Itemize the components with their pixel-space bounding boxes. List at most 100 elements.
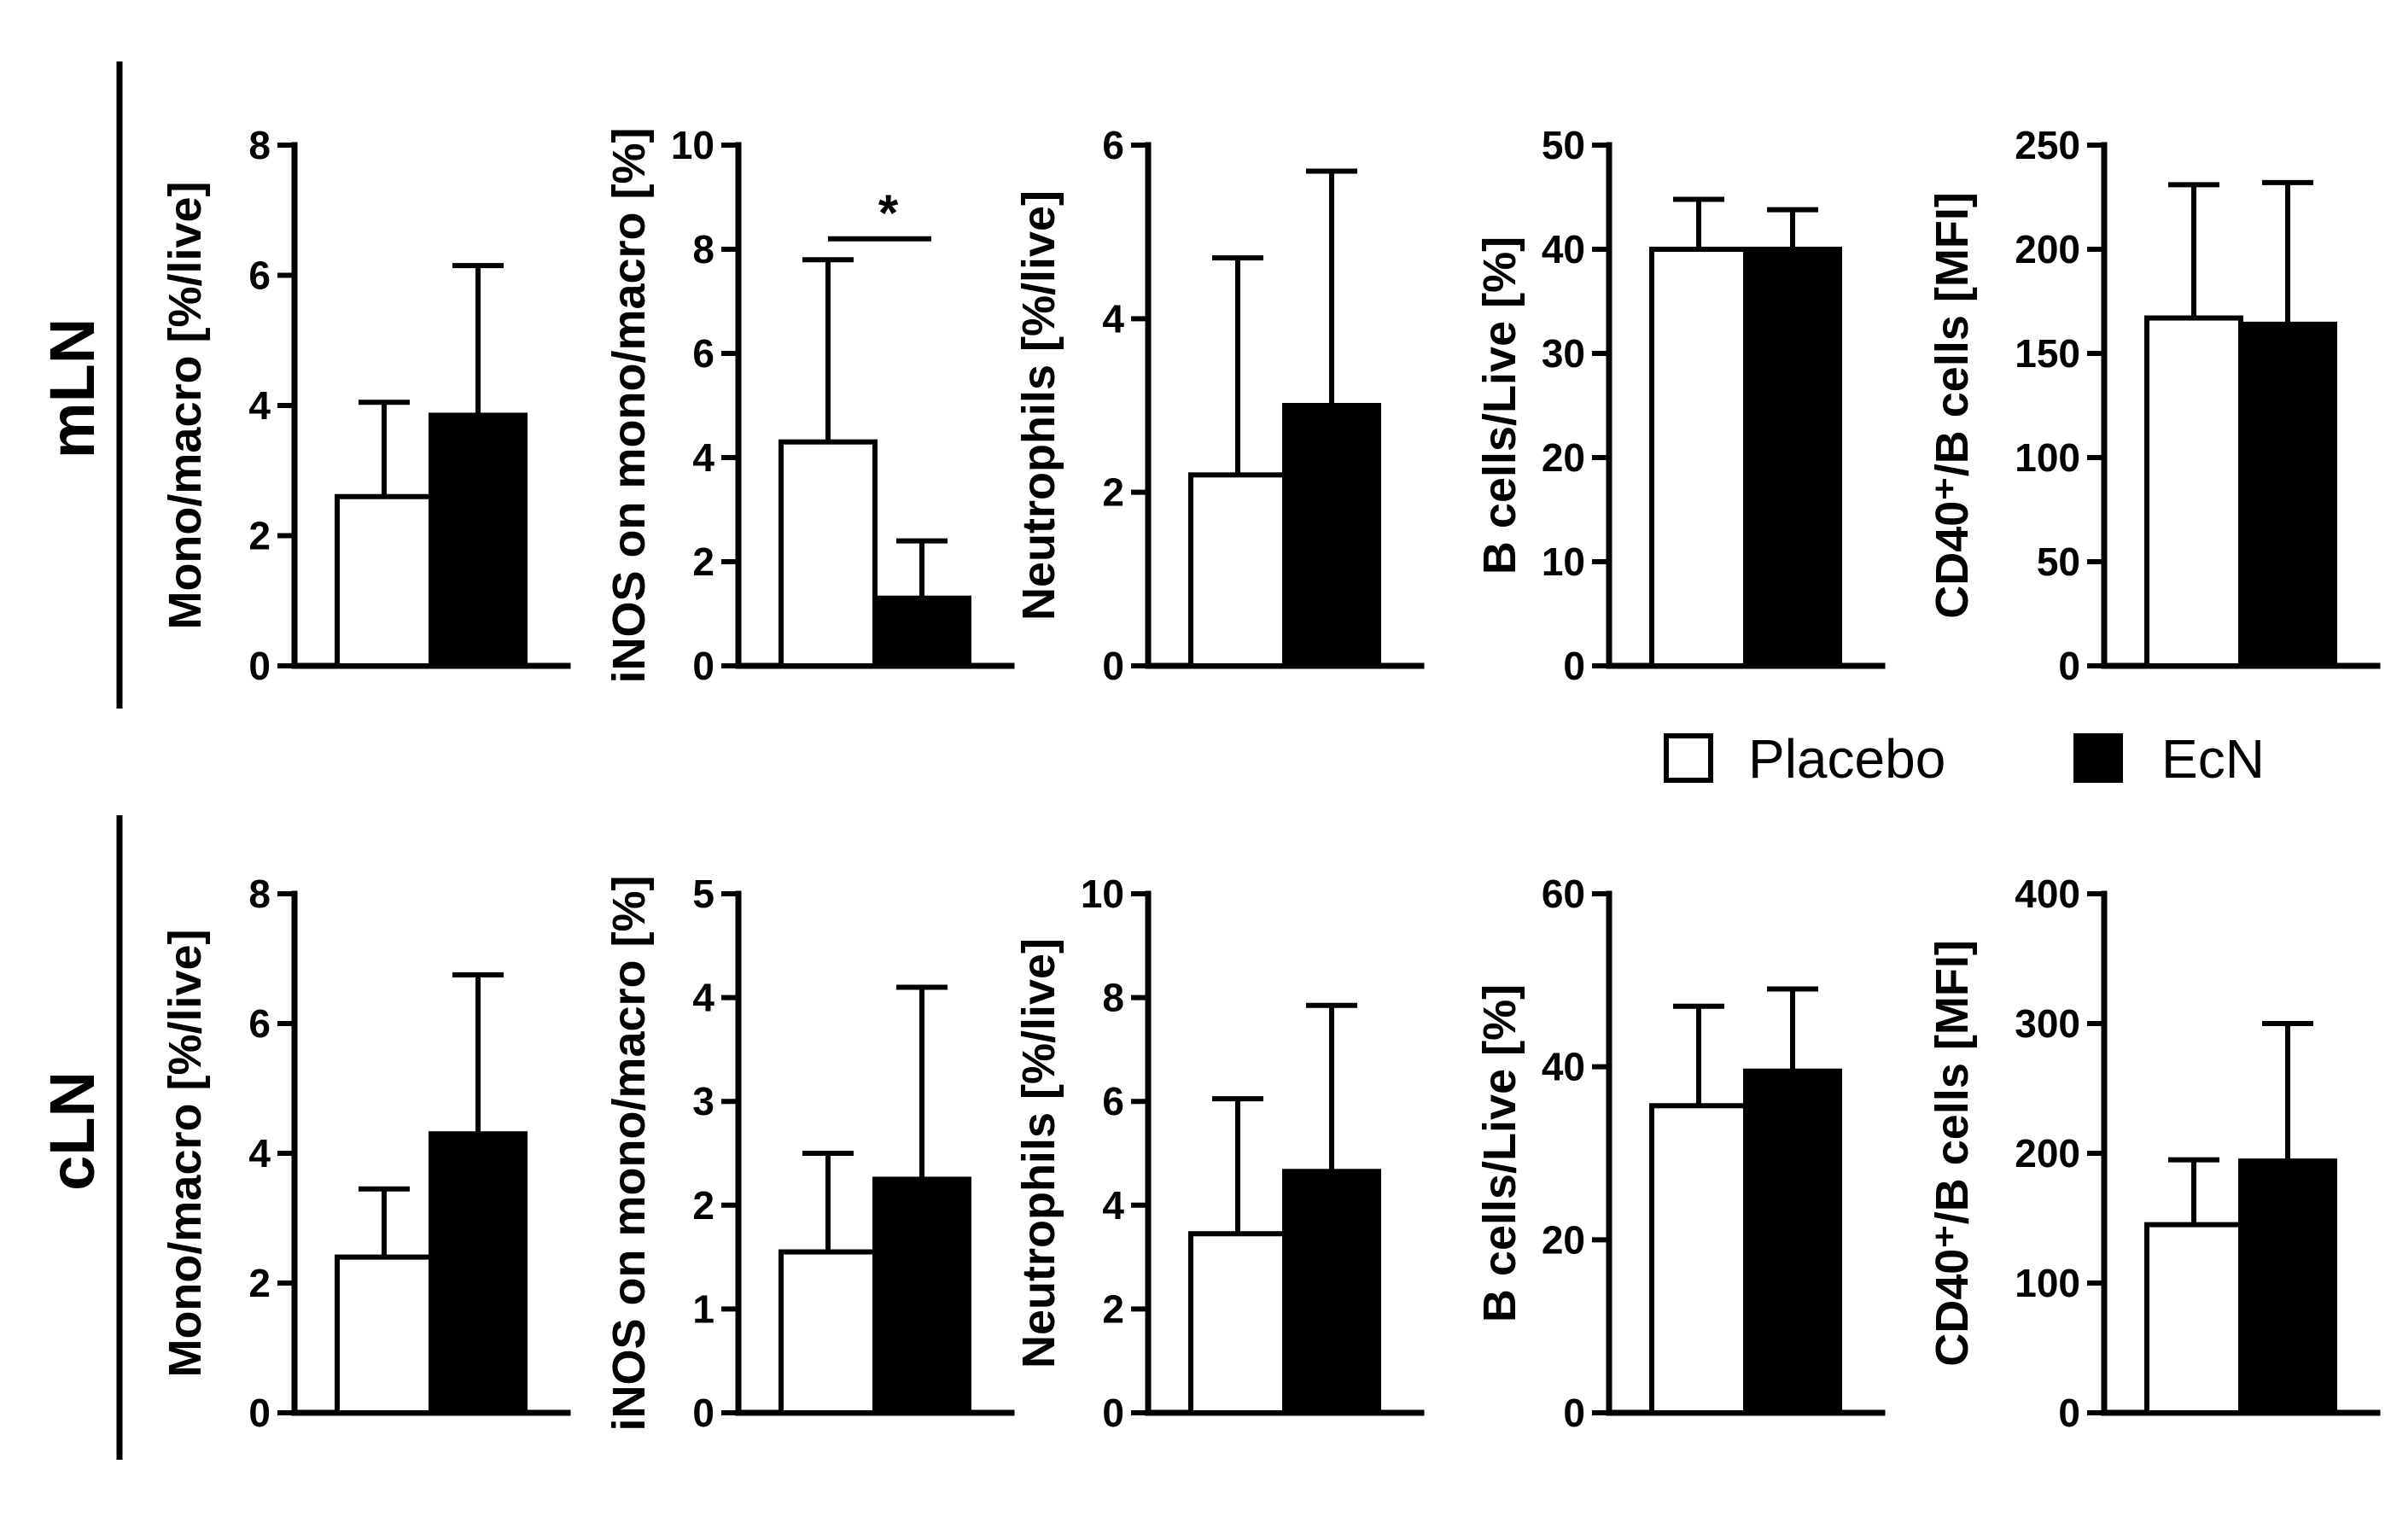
bar-placebo <box>335 493 434 668</box>
y-tick-label: 100 <box>2015 435 2080 480</box>
y-tick-label: 6 <box>692 331 714 376</box>
bar-ecn <box>872 595 971 669</box>
bar-placebo <box>779 1249 878 1416</box>
y-tick-label: 8 <box>248 123 271 167</box>
chart-panel: 0 2 4 6 8 Mono/macro [%/live] <box>160 872 571 1435</box>
y-tick-label: 10 <box>671 123 714 167</box>
y-tick-label: 0 <box>1102 1391 1124 1435</box>
legend-swatch-placebo <box>1664 733 1713 783</box>
bar-placebo <box>779 439 878 668</box>
y-tick-label: 0 <box>248 1391 271 1435</box>
y-tick-label: 400 <box>2015 872 2080 916</box>
y-tick-label: 4 <box>1102 296 1124 341</box>
y-axis-label: iNOS on mono/macro [%] <box>604 127 655 683</box>
y-tick-label: 0 <box>1102 644 1124 688</box>
chart-panel: 0 10 20 30 40 50 B cells/Live [%] <box>1474 123 1886 688</box>
y-tick-label: 10 <box>1542 540 1585 584</box>
y-tick-label: 60 <box>1542 872 1585 916</box>
chart-panel: 0 50 100 150 200 250 CD40⁺/B cells [MFI] <box>1927 123 2381 688</box>
legend: Placebo EcN <box>1664 728 2265 790</box>
y-tick-label: 40 <box>1542 227 1585 271</box>
y-tick-label: 8 <box>248 872 271 916</box>
legend-label-ecn: EcN <box>2161 728 2265 790</box>
y-tick-label: 6 <box>248 254 271 298</box>
y-axis-label: Mono/macro [%/live] <box>160 929 211 1377</box>
y-tick-label: 0 <box>1563 644 1585 688</box>
chart-panel: 0 2 4 6 8 Mono/macro [%/live] <box>160 123 571 688</box>
row-label-cln: cLN <box>37 1071 108 1191</box>
y-tick-label: 250 <box>2015 123 2080 167</box>
y-tick-label: 100 <box>2015 1261 2080 1305</box>
y-tick-label: 6 <box>1102 1079 1124 1123</box>
row-cln: cLN <box>37 815 123 1460</box>
y-axis-label: B cells/Live [%] <box>1474 236 1525 575</box>
y-tick-label: 0 <box>692 1391 714 1435</box>
y-tick-label: 4 <box>692 435 714 480</box>
bar-ecn <box>1282 403 1381 668</box>
row-label-mln: mLN <box>37 318 108 458</box>
y-tick-label: 6 <box>248 1001 271 1046</box>
y-tick-label: 6 <box>1102 123 1124 167</box>
y-axis-label: Neutrophils [%/live] <box>1013 938 1064 1368</box>
y-tick-label: 20 <box>1542 435 1585 480</box>
chart-panel: 0 2 4 6 8 10 Neutrophils [%/live] <box>1013 872 1425 1435</box>
bar-ecn <box>1743 247 1842 668</box>
bar-placebo <box>1188 1231 1287 1415</box>
bar-placebo <box>2144 315 2243 668</box>
y-tick-label: 0 <box>692 644 714 688</box>
chart-panel: 0 1 2 3 4 5 iNOS on mono/macro [%] <box>604 872 1015 1435</box>
y-tick-label: 2 <box>1102 470 1124 515</box>
y-tick-label: 8 <box>1102 976 1124 1020</box>
y-tick-label: 2 <box>248 514 271 558</box>
bar-ecn <box>2238 1158 2337 1415</box>
y-tick-label: 20 <box>1542 1217 1585 1262</box>
y-tick-label: 200 <box>2015 227 2080 271</box>
y-tick-label: 0 <box>1563 1391 1585 1435</box>
bar-ecn <box>429 1131 528 1415</box>
y-tick-label: 30 <box>1542 331 1585 376</box>
y-tick-label: 50 <box>1542 123 1585 167</box>
y-tick-label: 2 <box>692 540 714 584</box>
chart-panel: 0 20 40 60 B cells/Live [%] <box>1474 872 1886 1435</box>
y-tick-label: 4 <box>1102 1183 1124 1228</box>
y-axis-label: CD40⁺/B cells [MFI] <box>1927 192 1978 619</box>
y-axis-label: iNOS on mono/macro [%] <box>604 875 655 1431</box>
y-tick-label: 8 <box>692 227 714 271</box>
bar-ecn <box>2238 321 2337 668</box>
y-tick-label: 3 <box>692 1079 714 1123</box>
y-tick-label: 4 <box>248 1131 271 1175</box>
chart-panel: 0 2 4 6 8 10 iNOS on mono/macro [%] * <box>604 123 1015 688</box>
y-tick-label: 0 <box>2058 1391 2080 1435</box>
y-tick-label: 5 <box>692 872 714 916</box>
bar-ecn <box>872 1176 971 1416</box>
chart-panel: 0 2 4 6 Neutrophils [%/live] <box>1013 123 1425 688</box>
bar-placebo <box>1649 1103 1748 1416</box>
y-tick-label: 300 <box>2015 1001 2080 1046</box>
legend-swatch-ecn <box>2073 733 2123 783</box>
y-tick-label: 4 <box>692 976 714 1020</box>
y-tick-label: 0 <box>2058 644 2080 688</box>
y-tick-label: 50 <box>2037 540 2080 584</box>
y-tick-label: 200 <box>2015 1131 2080 1175</box>
y-tick-label: 0 <box>248 644 271 688</box>
bar-placebo <box>1649 247 1748 668</box>
y-axis-label: CD40⁺/B cells [MFI] <box>1927 940 1978 1367</box>
bar-placebo <box>2144 1222 2243 1415</box>
y-axis-label: Neutrophils [%/live] <box>1013 190 1064 621</box>
significance-marker: * <box>878 184 899 242</box>
y-axis-label: Mono/macro [%/live] <box>160 181 211 629</box>
y-tick-label: 1 <box>692 1286 714 1331</box>
bar-ecn <box>1282 1169 1381 1416</box>
bar-placebo <box>1188 472 1287 668</box>
y-tick-label: 40 <box>1542 1045 1585 1089</box>
y-tick-label: 150 <box>2015 331 2080 376</box>
y-axis-label: B cells/Live [%] <box>1474 984 1525 1322</box>
y-tick-label: 2 <box>1102 1286 1124 1331</box>
row-mln: mLN <box>37 61 123 709</box>
legend-label-placebo: Placebo <box>1748 728 1945 790</box>
y-tick-label: 2 <box>248 1261 271 1305</box>
chart-panel: 0 100 200 300 400 CD40⁺/B cells [MFI] <box>1927 872 2381 1435</box>
y-tick-label: 2 <box>692 1183 714 1228</box>
y-tick-label: 4 <box>248 383 271 428</box>
